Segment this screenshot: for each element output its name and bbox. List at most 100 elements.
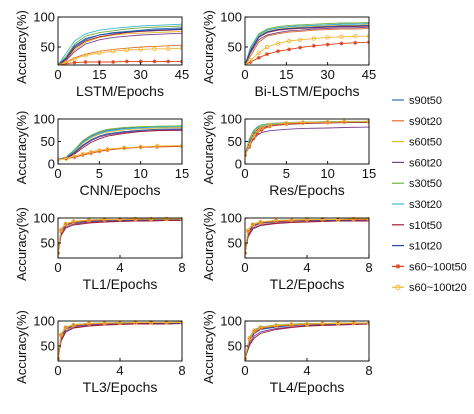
series-line-s60t50 (58, 218, 182, 254)
x-tick-label: 0 (54, 166, 61, 181)
y-axis-label: Accuracy(%) (14, 111, 29, 185)
data-point (259, 125, 264, 130)
series-line-s60t50 (245, 218, 369, 254)
series-line-s10t50 (245, 323, 369, 359)
series-line-s60~100t20 (245, 121, 369, 156)
x-tick-label: 0 (54, 260, 61, 275)
data-point (80, 151, 85, 157)
data-point (286, 38, 292, 44)
series-line-s10t50 (58, 323, 182, 359)
data-point (245, 152, 248, 158)
data-point (164, 216, 169, 222)
data-point (71, 323, 76, 328)
data-point (72, 60, 77, 65)
legend-marker (395, 264, 401, 269)
series-line-s60t20 (245, 126, 369, 156)
x-tick-label: 0 (54, 67, 61, 82)
x-tick-label: 4 (116, 363, 123, 378)
series-group (245, 21, 369, 65)
x-tick-label: 5 (96, 166, 103, 181)
data-point (325, 35, 330, 40)
data-point (97, 149, 102, 154)
legend-label: s10t20 (409, 241, 442, 253)
data-point (259, 127, 264, 132)
data-point (258, 325, 263, 330)
series-line-s60~100t20 (58, 322, 182, 359)
y-tick-label: 50 (228, 339, 242, 354)
panel-4: 0 5 10 15 0 50 100 Res/Epochs Accuracy(%) (201, 111, 376, 198)
legend-item-s60t50: s60t50 (392, 137, 442, 149)
x-tick-label: 4 (116, 260, 123, 275)
series-line-s60~100t20 (58, 47, 182, 65)
data-point (351, 217, 356, 222)
data-point (110, 49, 116, 54)
data-point (122, 146, 127, 151)
series-line-s60~100t20 (58, 218, 182, 254)
data-point (251, 136, 256, 141)
x-tick-label: 0 (241, 260, 248, 275)
data-point (105, 148, 110, 153)
series-line-s30t50 (245, 21, 369, 65)
legend-label: s90t50 (409, 95, 442, 107)
data-point (335, 321, 341, 326)
data-point (304, 321, 310, 327)
data-point (72, 154, 77, 159)
x-tick-label: 5 (283, 166, 290, 181)
y-axis-label: Accuracy(%) (14, 207, 29, 281)
legend-label: s30t50 (409, 178, 442, 190)
series-group (58, 23, 182, 65)
data-point (121, 145, 127, 150)
data-point (87, 322, 91, 326)
data-point (366, 216, 369, 222)
y-tick-label: 100 (220, 314, 242, 329)
series-line-s90t50 (58, 218, 182, 254)
x-axis-label: TL2/Epochs (270, 276, 345, 292)
series-line-s10t20 (58, 28, 182, 65)
data-point (267, 122, 272, 128)
y-tick-label: 50 (228, 134, 242, 149)
legend-item-s10t20: s10t20 (392, 241, 442, 253)
series-line-s90t50 (58, 126, 182, 160)
data-point (300, 120, 306, 125)
data-point (83, 60, 88, 64)
data-point (124, 59, 129, 64)
x-tick-label: 0 (241, 363, 248, 378)
x-tick-label: 45 (175, 67, 189, 82)
series-line-s10t20 (245, 323, 369, 359)
panel-6: 0 4 8 50 100 TL2/Epochs Accuracy(%) (201, 207, 373, 292)
x-tick-label: 15 (92, 67, 106, 82)
series-line-s30t20 (58, 23, 182, 65)
data-point (71, 220, 76, 224)
legend-item-s60~100t50: s60~100t50 (392, 261, 467, 273)
x-tick-label: 4 (303, 260, 310, 275)
data-point (275, 41, 281, 46)
legend-item-s60~100t20: s60~100t20 (392, 282, 467, 294)
data-point (276, 49, 281, 54)
data-point (247, 335, 252, 341)
series-line-s10t50 (58, 220, 182, 254)
data-point (154, 143, 160, 149)
series-group (58, 216, 182, 256)
series-group (58, 125, 182, 162)
data-point (133, 216, 138, 222)
data-point (287, 47, 292, 52)
data-point (252, 328, 257, 333)
x-tick-label: 8 (178, 363, 185, 378)
legend-item-s60t20: s60t20 (392, 157, 442, 169)
data-point (83, 53, 88, 58)
data-point (58, 227, 64, 233)
series-line-s30t50 (58, 125, 182, 160)
series-line-s60t20 (58, 32, 182, 65)
series-line-s90t20 (245, 27, 369, 65)
data-point (305, 322, 309, 327)
x-tick-label: 15 (362, 166, 376, 181)
data-point (245, 356, 248, 361)
legend-item-s30t50: s30t50 (392, 178, 442, 190)
y-axis-label: Accuracy(%) (14, 10, 29, 84)
legend-label: s60t20 (409, 157, 442, 169)
data-point (255, 131, 260, 136)
data-point (273, 218, 279, 223)
y-axis-label: Accuracy(%) (201, 310, 216, 384)
data-point (273, 323, 279, 328)
